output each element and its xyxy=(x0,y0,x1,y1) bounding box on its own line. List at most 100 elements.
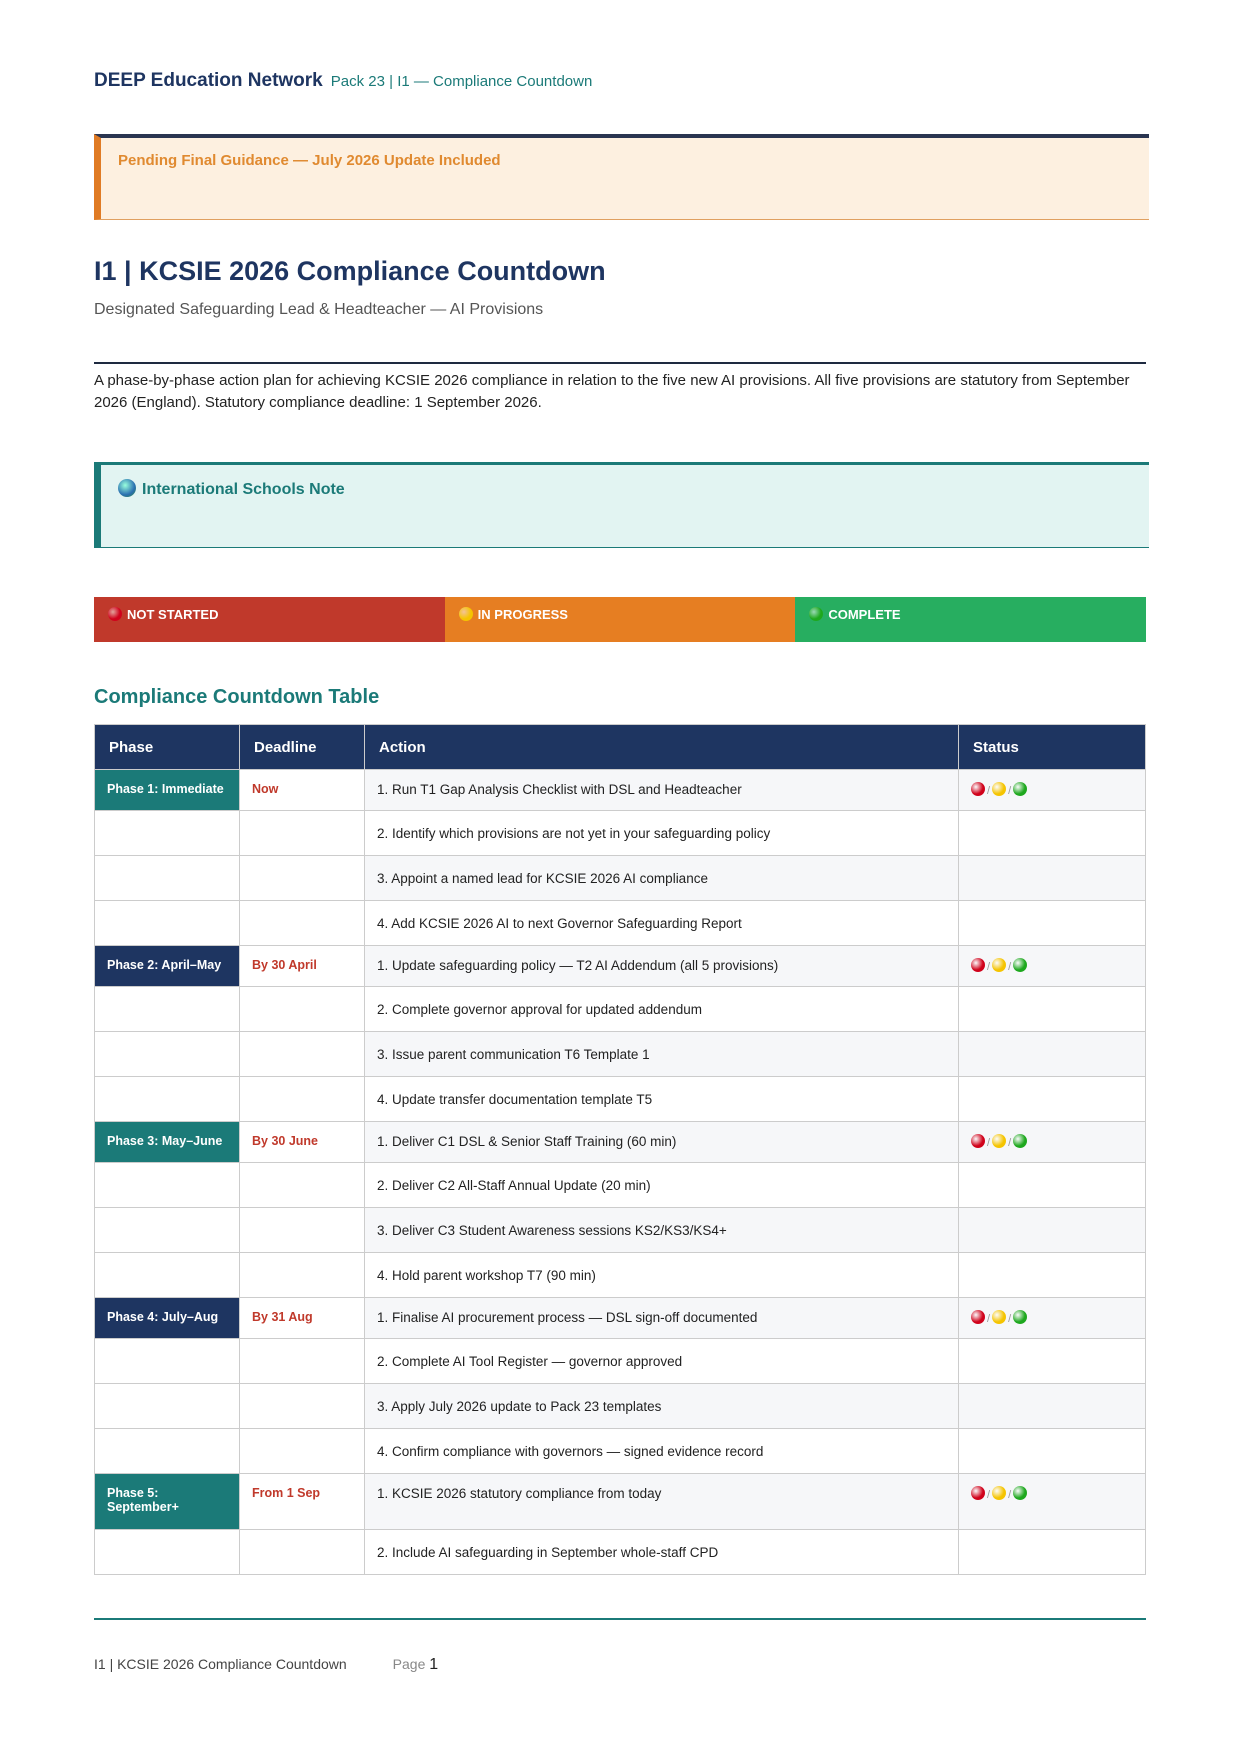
footer-title: I1 | KCSIE 2026 Compliance Countdown xyxy=(94,1656,347,1672)
action-cell: 3. Issue parent communication T6 Templat… xyxy=(364,1031,959,1077)
status-cell xyxy=(958,1338,1146,1384)
action-cell: 2. Complete AI Tool Register — governor … xyxy=(364,1338,959,1384)
action-cell: 2. Identify which provisions are not yet… xyxy=(364,810,959,856)
status-dot-icon xyxy=(108,607,122,621)
status-cell xyxy=(958,1529,1146,1575)
table-row: 4. Hold parent workshop T7 (90 min) xyxy=(94,1252,1146,1298)
deadline-cell xyxy=(239,1529,365,1575)
table-row: 3. Apply July 2026 update to Pack 23 tem… xyxy=(94,1383,1146,1429)
legend-in-progress: IN PROGRESS xyxy=(444,597,796,642)
page-header: DEEP Education Network Pack 23 | I1 — Com… xyxy=(94,70,592,92)
action-cell: 4. Confirm compliance with governors — s… xyxy=(364,1428,959,1474)
deadline-cell: By 30 June xyxy=(239,1121,365,1163)
phase-cell: Phase 5: September+ xyxy=(94,1473,240,1530)
red-status-icon[interactable] xyxy=(971,958,985,972)
col-status: Status xyxy=(958,724,1146,770)
green-status-icon[interactable] xyxy=(1013,1486,1028,1500)
action-cell: 2. Include AI safeguarding in September … xyxy=(364,1529,959,1575)
green-status-icon[interactable] xyxy=(1013,782,1028,796)
status-cell[interactable]: / / xyxy=(958,1121,1146,1163)
status-cell[interactable]: / / xyxy=(958,1473,1146,1530)
phase-cell xyxy=(94,1031,240,1077)
phase-cell xyxy=(94,1076,240,1122)
section-title: Compliance Countdown Table xyxy=(94,686,380,708)
amber-status-icon[interactable] xyxy=(992,1486,1007,1500)
red-status-icon[interactable] xyxy=(971,782,985,796)
table-row: Phase 4: July–Aug By 31 Aug 1. Finalise … xyxy=(94,1297,1146,1339)
org-name: DEEP Education Network xyxy=(94,70,323,91)
legend-not-started: NOT STARTED xyxy=(94,597,445,642)
page-label: Page xyxy=(392,1656,426,1672)
phase-cell: Phase 1: Immediate xyxy=(94,769,240,811)
globe-icon xyxy=(118,479,136,497)
deadline-cell xyxy=(239,1207,365,1253)
pending-guidance-banner: Pending Final Guidance — July 2026 Updat… xyxy=(94,134,1149,220)
red-status-icon[interactable] xyxy=(971,1486,985,1500)
table-row: 2. Complete governor approval for update… xyxy=(94,986,1146,1032)
deadline-cell xyxy=(239,1162,365,1208)
amber-status-icon[interactable] xyxy=(992,1310,1007,1324)
phase-cell xyxy=(94,986,240,1032)
phase-cell xyxy=(94,1383,240,1429)
phase-cell: Phase 3: May–June xyxy=(94,1121,240,1163)
green-status-icon[interactable] xyxy=(1013,1310,1028,1324)
divider xyxy=(94,362,1146,364)
international-note-label: International Schools Note xyxy=(142,481,345,498)
red-status-icon[interactable] xyxy=(971,1310,985,1324)
status-legend: NOT STARTED IN PROGRESS COMPLETE xyxy=(94,597,1147,642)
deadline-cell: Now xyxy=(239,769,365,811)
amber-status-icon[interactable] xyxy=(992,958,1007,972)
phase-cell xyxy=(94,855,240,901)
deadline-cell: By 30 April xyxy=(239,945,365,987)
status-dot-icon xyxy=(809,607,824,621)
col-action: Action xyxy=(364,724,959,770)
table-row: 4. Confirm compliance with governors — s… xyxy=(94,1428,1146,1474)
status-cell xyxy=(958,1162,1146,1208)
action-cell: 1. KCSIE 2026 statutory compliance from … xyxy=(364,1473,959,1530)
deadline-cell xyxy=(239,855,365,901)
page-number: 1 xyxy=(429,1656,439,1673)
action-cell: 3. Apply July 2026 update to Pack 23 tem… xyxy=(364,1383,959,1429)
green-status-icon[interactable] xyxy=(1013,1134,1028,1148)
action-cell: 1. Deliver C1 DSL & Senior Staff Trainin… xyxy=(364,1121,959,1163)
table-row: 3. Deliver C3 Student Awareness sessions… xyxy=(94,1207,1146,1253)
status-cell[interactable]: / / xyxy=(958,945,1146,987)
status-cell xyxy=(958,900,1146,946)
status-cell xyxy=(958,1252,1146,1298)
status-cell xyxy=(958,1383,1146,1429)
status-dot-icon xyxy=(458,607,473,621)
amber-status-icon[interactable] xyxy=(992,1134,1007,1148)
status-cell[interactable]: / / xyxy=(958,769,1146,811)
deadline-cell xyxy=(239,1338,365,1384)
phase-cell xyxy=(94,1162,240,1208)
table-row: 4. Update transfer documentation templat… xyxy=(94,1076,1146,1122)
status-cell xyxy=(958,1031,1146,1077)
phase-cell xyxy=(94,900,240,946)
phase-cell xyxy=(94,1252,240,1298)
status-cell xyxy=(958,1076,1146,1122)
status-cell[interactable]: / / xyxy=(958,1297,1146,1339)
action-cell: 4. Hold parent workshop T7 (90 min) xyxy=(364,1252,959,1298)
red-status-icon[interactable] xyxy=(971,1134,985,1148)
legend-label: IN PROGRESS xyxy=(477,607,568,622)
action-cell: 3. Deliver C3 Student Awareness sessions… xyxy=(364,1207,959,1253)
green-status-icon[interactable] xyxy=(1013,958,1028,972)
table-row: Phase 5: September+ From 1 Sep 1. KCSIE … xyxy=(94,1473,1146,1530)
table-row: 2. Deliver C2 All-Staff Annual Update (2… xyxy=(94,1162,1146,1208)
action-cell: 3. Appoint a named lead for KCSIE 2026 A… xyxy=(364,855,959,901)
phase-cell: Phase 4: July–Aug xyxy=(94,1297,240,1339)
table-row: 2. Identify which provisions are not yet… xyxy=(94,810,1146,856)
deadline-cell xyxy=(239,1076,365,1122)
deadline-cell xyxy=(239,1252,365,1298)
amber-status-icon[interactable] xyxy=(992,782,1007,796)
table-row: 2. Include AI safeguarding in September … xyxy=(94,1529,1146,1575)
table-row: 2. Complete AI Tool Register — governor … xyxy=(94,1338,1146,1384)
international-note-box: International Schools Note xyxy=(94,462,1149,548)
table-row: 4. Add KCSIE 2026 AI to next Governor Sa… xyxy=(94,900,1146,946)
deadline-cell xyxy=(239,900,365,946)
action-cell: 2. Complete governor approval for update… xyxy=(364,986,959,1032)
table-row: Phase 1: Immediate Now 1. Run T1 Gap Ana… xyxy=(94,769,1146,811)
table-row: 3. Issue parent communication T6 Templat… xyxy=(94,1031,1146,1077)
deadline-cell xyxy=(239,1031,365,1077)
deadline-cell xyxy=(239,986,365,1032)
